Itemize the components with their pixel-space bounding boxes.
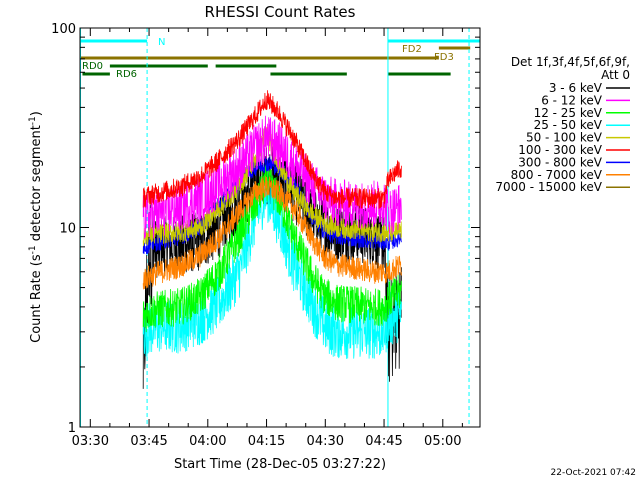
legend-label: 3 - 6 keV	[549, 81, 603, 95]
annotation-layer: N FD2 FD3 RD0 RD6	[82, 37, 454, 80]
x-axis-label: Start Time (28-Dec-05 03:27:22)	[174, 457, 386, 472]
legend-label: 100 - 300 keV	[518, 143, 602, 157]
series-line-5	[142, 90, 402, 209]
series-layer	[142, 90, 402, 389]
y-tick-label: 100	[51, 22, 76, 37]
legend-label: 800 - 7000 keV	[511, 168, 603, 182]
x-tick-label: 03:30	[72, 434, 109, 449]
legend-label: 7000 - 15000 keV	[495, 180, 602, 194]
chart-title: RHESSI Count Rates	[205, 3, 356, 21]
annotation-rd6: RD6	[116, 69, 137, 80]
legend-header: Att 0	[601, 68, 630, 82]
legend-label: 50 - 100 keV	[526, 131, 603, 145]
y-tick-label: 1	[68, 421, 76, 436]
x-tick-label: 04:45	[365, 434, 402, 449]
legend-label: 6 - 12 keV	[541, 93, 603, 107]
legend-label: 300 - 800 keV	[518, 155, 602, 169]
flag-and-marker-layer	[80, 28, 480, 427]
legend-label: 25 - 50 keV	[534, 118, 603, 132]
series-line-7	[142, 176, 402, 290]
series-line-3	[142, 167, 402, 359]
footer-timestamp: 22-Oct-2021 07:42	[551, 468, 636, 478]
x-tick-label: 05:00	[424, 434, 461, 449]
axis-layer: 03:30 03:45 04:00 04:15 04:30 04:45 05:00 1 10 10…	[51, 22, 480, 449]
annotation-fd2: FD2	[402, 44, 422, 55]
legend-label: 12 - 25 keV	[534, 106, 603, 120]
series-line-1	[142, 115, 402, 239]
legend-header: Det 1f,3f,4f,5f,6f,9f,	[511, 55, 630, 69]
y-axis-label: Count Rate (s-1 detector segment-1)	[28, 111, 44, 343]
x-tick-label: 04:15	[248, 434, 285, 449]
x-tick-label: 04:00	[189, 434, 226, 449]
annotation-rd0: RD0	[82, 61, 103, 72]
y-tick-label: 10	[59, 222, 76, 237]
x-tick-label: 04:30	[307, 434, 344, 449]
annotation-fd3: FD3	[434, 52, 454, 63]
annotation-n: N	[158, 37, 165, 48]
x-tick-label: 03:45	[130, 434, 167, 449]
